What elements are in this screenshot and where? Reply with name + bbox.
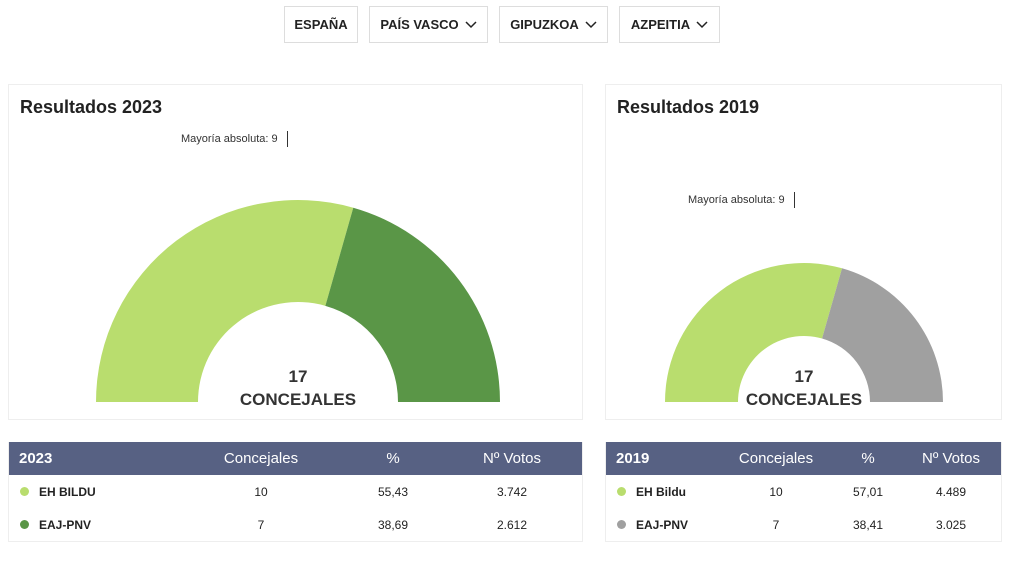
table-cell: 10 bbox=[769, 485, 783, 499]
party-dot bbox=[20, 520, 29, 529]
table-cell: 4.489 bbox=[935, 485, 967, 499]
party-name: EAJ-PNV bbox=[636, 518, 689, 532]
header-cell: 2023 bbox=[19, 450, 53, 467]
header-cell: Concejales bbox=[738, 450, 814, 467]
header-cell: Concejales bbox=[223, 450, 299, 467]
half-donut: 17 CONCEJALES bbox=[96, 200, 501, 409]
party-name: EH Bildu bbox=[636, 485, 686, 499]
table-cell: 7 bbox=[772, 518, 780, 532]
header-cell: % bbox=[861, 450, 875, 467]
seat-segment bbox=[665, 263, 843, 402]
party-name: EAJ-PNV bbox=[39, 518, 92, 532]
panel-title: Resultados 2019 bbox=[617, 97, 760, 117]
table-cell: 2.612 bbox=[496, 518, 528, 532]
party-dot bbox=[617, 520, 626, 529]
table-header: 2023 Concejales% Nº Votos bbox=[9, 442, 582, 475]
table-cell: 3.025 bbox=[935, 518, 967, 532]
results-table: 2023 Concejales% Nº Votos EH BILDU 10 55,43 3.… bbox=[8, 442, 583, 542]
table-cell: 55,43 bbox=[377, 485, 409, 499]
party-dot bbox=[20, 487, 29, 496]
nav-button[interactable]: ESPAÑA bbox=[284, 6, 358, 43]
table-row: EH Bildu 10 57,01 4.489 bbox=[606, 475, 1001, 508]
total-label: CONCEJALES bbox=[746, 390, 862, 409]
nav-label: ESPAÑA bbox=[294, 17, 348, 32]
results-table: 2019 Concejales% Nº Votos EH Bildu 10 57,01 4.… bbox=[605, 442, 1002, 542]
chevron-icon bbox=[696, 20, 708, 28]
majority-label: Mayoría absoluta: 9 bbox=[181, 131, 288, 147]
table-cell: 38,69 bbox=[377, 518, 409, 532]
nav-label: GIPUZKOA bbox=[510, 17, 579, 32]
total-seats: 17 bbox=[289, 367, 308, 386]
header-cell: 2019 bbox=[616, 450, 650, 467]
table-row: EAJ-PNV 7 38,69 2.612 bbox=[9, 508, 582, 541]
party-name: EH BILDU bbox=[39, 485, 96, 499]
table-row: EAJ-PNV 7 38,41 3.025 bbox=[606, 508, 1001, 541]
table-cell: 10 bbox=[254, 485, 268, 499]
total-seats: 17 bbox=[795, 367, 814, 386]
party-dot bbox=[617, 487, 626, 496]
table-cell: 3.742 bbox=[496, 485, 528, 499]
total-label: CONCEJALES bbox=[240, 390, 356, 409]
header-cell: % bbox=[386, 450, 400, 467]
seat-segment bbox=[822, 268, 943, 402]
chart-panel: Resultados 2023 Mayoría absoluta: 9 17 CONC… bbox=[8, 84, 583, 420]
header-cell: Nº Votos bbox=[921, 450, 981, 467]
chevron-icon bbox=[465, 20, 477, 28]
nav-button[interactable]: PAÍS VASCO bbox=[369, 6, 488, 43]
nav-button[interactable]: GIPUZKOA bbox=[499, 6, 608, 43]
nav-button[interactable]: AZPEITIA bbox=[619, 6, 720, 43]
half-donut: 17 CONCEJALES bbox=[665, 263, 943, 409]
majority-label: Mayoría absoluta: 9 bbox=[688, 192, 795, 208]
nav-label: AZPEITIA bbox=[630, 17, 691, 32]
table-header: 2019 Concejales% Nº Votos bbox=[606, 442, 1001, 475]
table-row: EH BILDU 10 55,43 3.742 bbox=[9, 475, 582, 508]
chevron bbox=[465, 20, 477, 28]
table-cell: 57,01 bbox=[852, 485, 884, 499]
chevron bbox=[585, 20, 597, 28]
table-cell: 7 bbox=[257, 518, 265, 532]
nav-label: PAÍS VASCO bbox=[380, 17, 459, 32]
chevron-icon bbox=[585, 20, 597, 28]
table-cell: 38,41 bbox=[852, 518, 884, 532]
seat-segment bbox=[96, 200, 354, 402]
header-cell: Nº Votos bbox=[482, 450, 542, 467]
panel-title: Resultados 2023 bbox=[20, 97, 163, 117]
chart-panel: Resultados 2019 Mayoría absoluta: 9 17 CONC… bbox=[605, 84, 1002, 420]
chevron bbox=[696, 20, 708, 28]
seat-segment bbox=[325, 207, 501, 402]
